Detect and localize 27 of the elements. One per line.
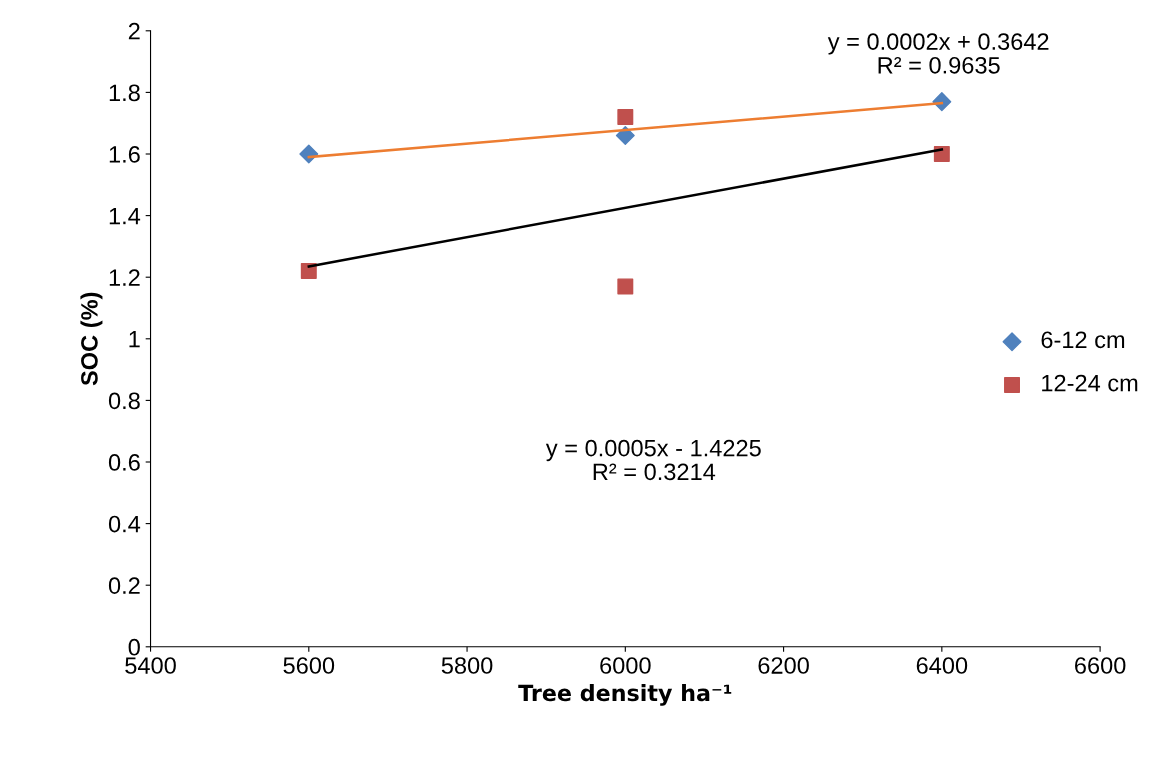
y-tick-label: 1.2 [109, 269, 140, 286]
x-tick-label: 6000 [600, 657, 651, 674]
x-tick-label: 5600 [283, 657, 335, 674]
y-tick-label: 1.4 [109, 207, 141, 225]
x-tick-label: 6200 [758, 657, 809, 674]
y-tick-label: 0.4 [108, 515, 141, 533]
point [617, 278, 634, 295]
y-axis-title: SOC (%) [80, 292, 103, 386]
x-tick-label: 6400 [916, 657, 968, 674]
y-tick-label: 1.8 [109, 84, 140, 102]
x-tick-label: 6600 [1075, 657, 1126, 674]
y-tick-label: 0.8 [108, 392, 140, 410]
y-tick-label: 1 [129, 331, 140, 348]
legend-label: 12-24 cm [1042, 374, 1138, 392]
y-tick-label: 0.6 [108, 454, 140, 471]
x-axis-title: Tree density ha⁻¹ [518, 684, 732, 706]
legend-label: 6-12 cm [1041, 331, 1125, 349]
y-tick-label: 2 [128, 22, 140, 40]
y-tick-label: 0.2 [108, 577, 140, 594]
annotation: y = 0.0005x - 1.4225 R² = 0.3214 [545, 439, 761, 481]
point [617, 109, 634, 126]
point [300, 263, 317, 280]
x-tick-label: 5800 [441, 657, 493, 674]
annotation: y = 0.0002x + 0.3642 R² = 0.9635 [827, 33, 1049, 74]
x-tick-label: 5400 [125, 657, 176, 674]
y-tick-label: 0 [128, 638, 140, 656]
y-tick-label: 1.6 [109, 146, 140, 163]
